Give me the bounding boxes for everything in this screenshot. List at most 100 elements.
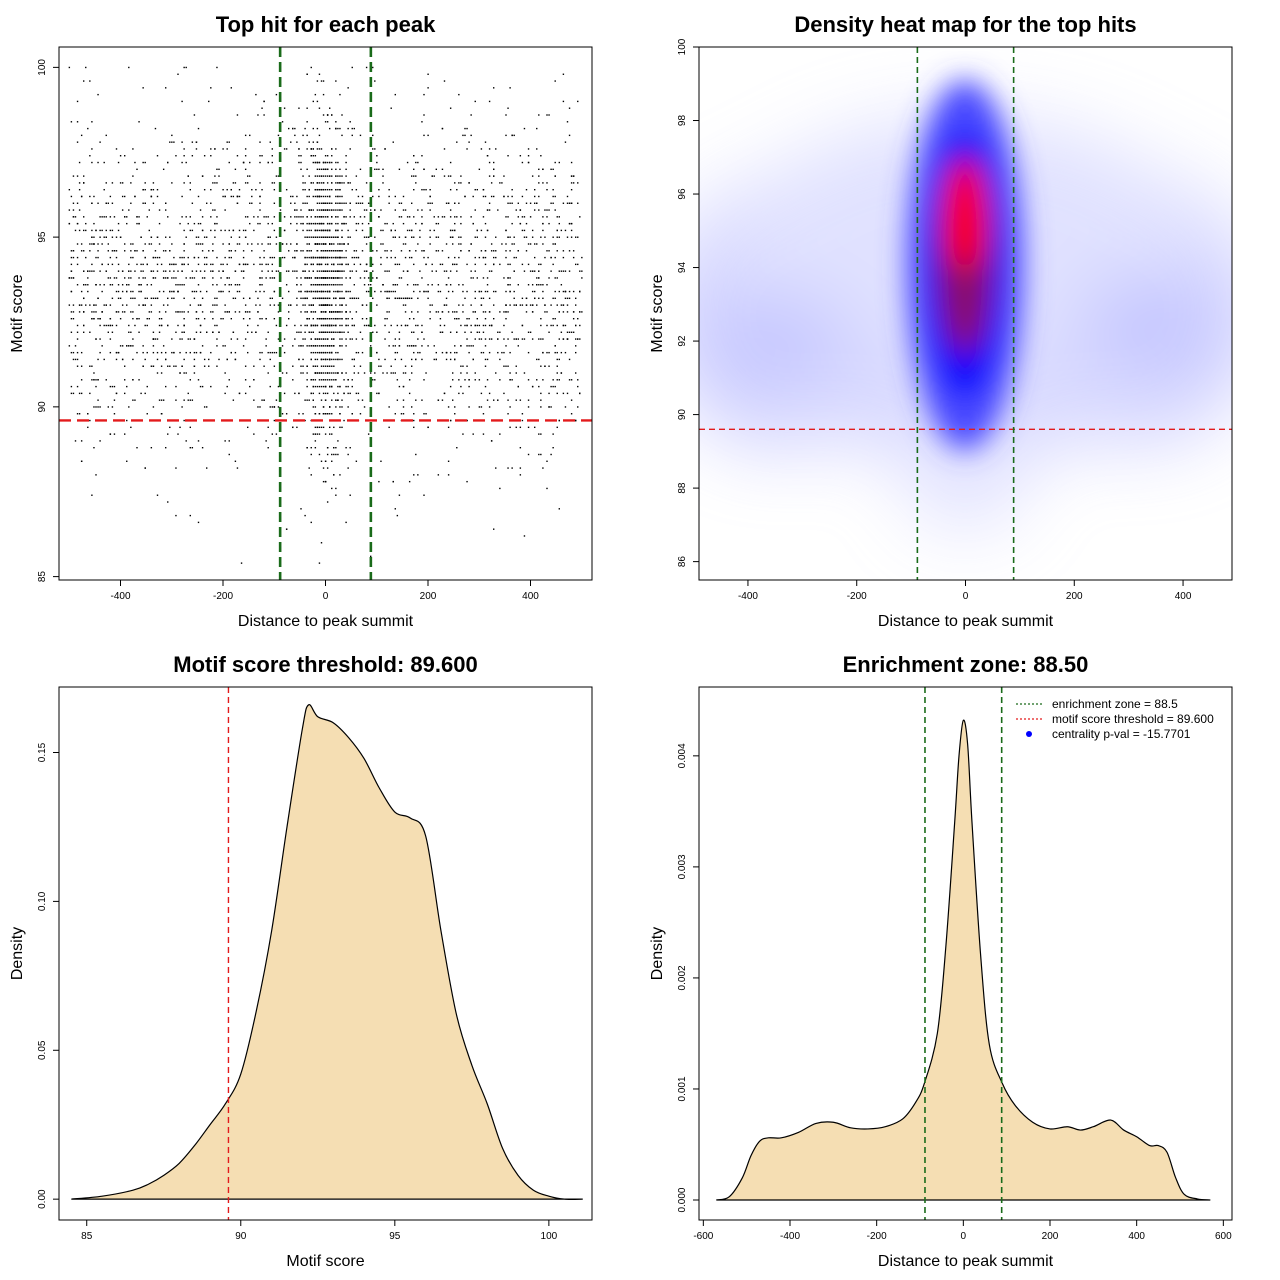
scatter-point [536,304,538,306]
scatter-point [326,155,329,157]
scatter-point [316,358,319,361]
y-tick-label: 85 [37,571,48,583]
scatter-point [308,236,310,238]
scatter-point [275,93,278,96]
scatter-point [316,372,319,374]
scatter-point [570,379,573,381]
scatter-point [458,93,460,96]
scatter-point [331,372,333,374]
scatter-point [353,127,355,130]
scatter-point [183,263,185,266]
scatter-point [300,161,302,164]
scatter-point [456,311,458,313]
scatter-point [447,277,450,279]
scatter-point [175,277,177,279]
scatter-point [99,440,101,442]
scatter-point [322,243,325,245]
scatter-point [322,372,325,374]
scatter-point [175,155,177,157]
scatter-point [394,256,396,259]
scatter-point [411,297,413,300]
scatter-point [333,392,335,395]
scatter-point [429,229,431,232]
scatter-point [224,440,226,442]
scatter-point [318,372,321,374]
scatter-point [267,222,269,225]
scatter-point [488,202,491,204]
scatter-point [331,317,333,320]
scatter-point [156,263,159,266]
scatter-point [355,202,358,204]
scatter-point [201,446,204,449]
scatter-point [89,270,91,272]
score-density-plot-frame [58,686,593,1221]
scatter-point [458,256,460,259]
scatter-point [560,331,563,333]
scatter-point [197,222,200,225]
scatter-point [392,372,394,374]
scatter-point [148,243,150,245]
scatter-point [320,216,323,218]
scatter-point [171,351,173,354]
scatter-point [433,175,435,177]
scatter-point [171,134,173,137]
scatter-point [495,372,497,374]
scatter-point [158,290,161,293]
scatter-point [322,426,325,429]
scatter-point [546,216,548,218]
scatter-point [251,331,253,333]
scatter-point [281,372,284,374]
scatter-point [402,270,405,272]
scatter-point [507,365,509,367]
scatter-point [458,317,460,320]
scatter-point [193,365,196,367]
scatter-point [300,250,302,252]
scatter-point [466,317,468,320]
scatter-point [126,385,128,388]
scatter-point [447,256,450,259]
scatter-point [361,399,364,401]
scatter-point [329,345,331,347]
scatter-point [308,317,310,320]
scatter-point [294,392,296,395]
scatter-point [341,406,343,408]
scatter-point [562,338,565,340]
scatter-point [271,182,273,184]
scatter-point [339,290,341,293]
scatter-point [308,188,310,191]
scatter-point [78,413,81,415]
scatter-point [521,324,524,327]
scatter-point [351,317,353,320]
scatter-point [312,100,314,103]
scatter-point [70,331,73,333]
scatter-point [222,270,224,272]
scatter-point [454,345,456,347]
scatter-point [337,392,339,395]
scatter-point [318,277,321,279]
scatter-point [367,433,370,435]
scatter-point [304,419,306,422]
scatter-point [318,413,321,415]
scatter-point [452,236,454,238]
y-tick-label: 90 [677,409,688,421]
scatter-point [384,148,386,150]
scatter-point [320,243,323,245]
scatter-point [201,297,204,300]
scatter-point [68,66,71,69]
scatter-point [326,446,329,449]
scatter-point [345,216,347,218]
scatter-point [521,216,524,218]
scatter-point [228,277,230,279]
scatter-point [529,331,532,333]
scatter-point [201,345,204,347]
scatter-point [320,222,323,225]
scatter-point [484,141,487,143]
scatter-point [109,284,112,286]
scatter-point [97,256,99,259]
scatter-point [312,284,314,286]
scatter-point [310,229,312,232]
scatter-point [347,229,349,232]
scatter-point [345,290,347,293]
scatter-point [505,243,507,245]
scatter-point [199,290,202,293]
